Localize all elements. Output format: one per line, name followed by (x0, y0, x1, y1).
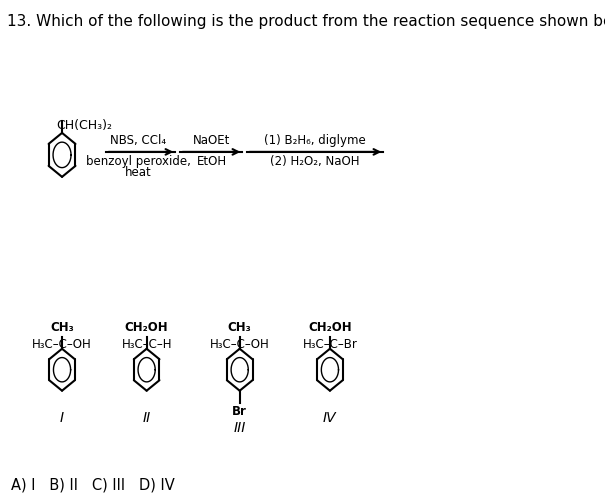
Text: CH(CH₃)₂: CH(CH₃)₂ (56, 119, 113, 132)
Text: 13. Which of the following is the product from the reaction sequence shown below: 13. Which of the following is the produc… (7, 14, 605, 29)
Text: heat: heat (125, 166, 151, 179)
Text: IV: IV (323, 411, 337, 425)
Text: CH₂OH: CH₂OH (125, 321, 168, 334)
Text: I: I (60, 411, 64, 425)
Text: II: II (143, 411, 151, 425)
Text: H₃C–C–OH: H₃C–C–OH (32, 338, 92, 351)
Text: CH₂OH: CH₂OH (308, 321, 352, 334)
Text: NBS, CCl₄: NBS, CCl₄ (110, 134, 166, 147)
Text: Br: Br (232, 405, 247, 417)
Text: III: III (234, 420, 246, 435)
Text: CH₃: CH₃ (50, 321, 74, 334)
Text: H₃C–C–OH: H₃C–C–OH (210, 338, 270, 351)
Text: (1) B₂H₆, diglyme: (1) B₂H₆, diglyme (264, 134, 366, 147)
Text: (2) H₂O₂, NaOH: (2) H₂O₂, NaOH (270, 155, 360, 168)
Text: CH₃: CH₃ (228, 321, 252, 334)
Text: A) I   B) II   C) III   D) IV: A) I B) II C) III D) IV (10, 478, 174, 493)
Text: H₃C–C–Br: H₃C–C–Br (302, 338, 358, 351)
Text: benzoyl peroxide,: benzoyl peroxide, (86, 155, 191, 168)
Text: EtOH: EtOH (197, 155, 226, 168)
Text: H₃C–C–H: H₃C–C–H (122, 338, 172, 351)
Text: NaOEt: NaOEt (193, 134, 230, 147)
